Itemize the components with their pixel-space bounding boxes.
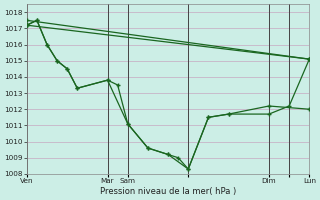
X-axis label: Pression niveau de la mer( hPa ): Pression niveau de la mer( hPa ): [100, 187, 236, 196]
